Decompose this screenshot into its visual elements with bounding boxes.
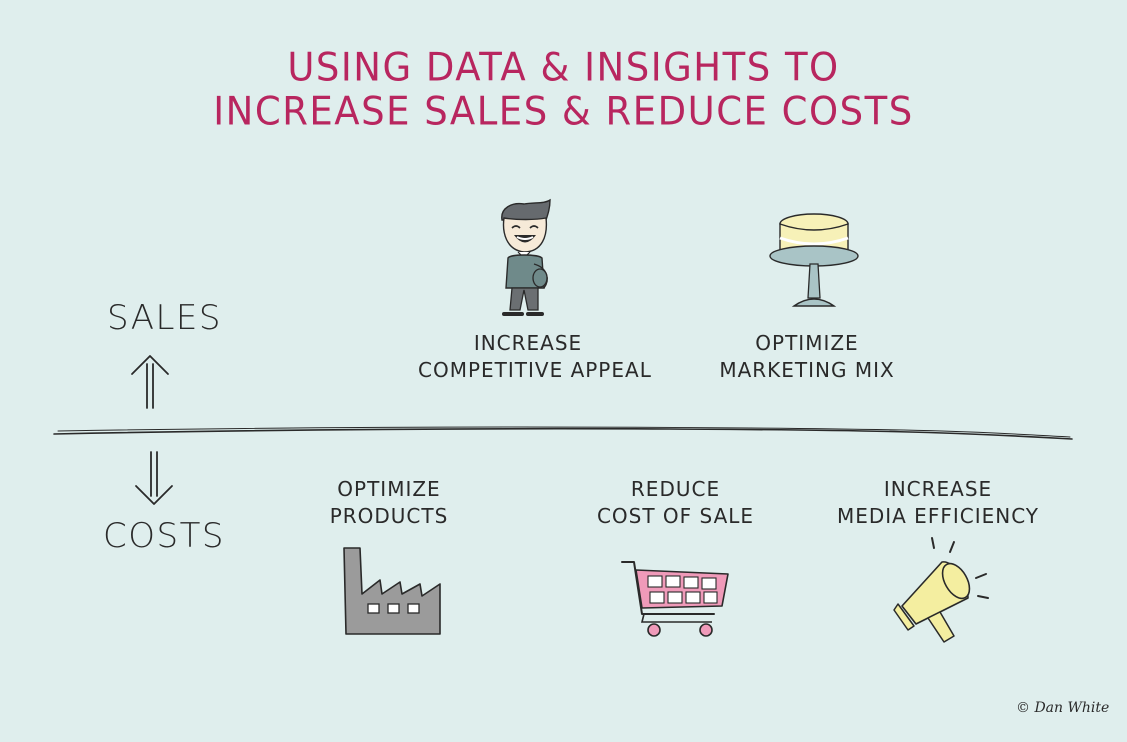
double-arrow-up-icon [128, 352, 172, 410]
cost-item-products-line2: PRODUCTS [329, 504, 449, 528]
cost-item-media-efficiency-line1: INCREASE [883, 477, 993, 501]
double-arrow-down-icon [132, 450, 176, 508]
costs-label: COSTS [103, 516, 225, 556]
sales-item-marketing-mix-line1: OPTIMIZE [755, 331, 859, 355]
title-line-1: USING DATA & INSIGHTS TO [287, 44, 840, 91]
sales-item-competitive-appeal-line2: COMPETITIVE APPEAL [418, 358, 652, 382]
cost-item-products: OPTIMIZE PRODUCTS [318, 476, 460, 530]
cost-item-cost-of-sale-line1: REDUCE [630, 477, 721, 501]
cost-item-cost-of-sale-line2: COST OF SALE [596, 504, 755, 528]
cost-item-media-efficiency: INCREASE MEDIA EFFICIENCY [836, 476, 1040, 530]
sales-label: SALES [107, 298, 222, 338]
artist-credit: © Dan White [1016, 700, 1110, 716]
cost-item-products-line1: OPTIMIZE [337, 477, 441, 501]
title-line-2: INCREASE SALES & REDUCE COSTS [213, 88, 914, 135]
shopping-cart-icon [621, 561, 729, 637]
divider-line [53, 426, 1073, 440]
factory-icon [343, 547, 441, 635]
smiling-man-icon [501, 198, 551, 316]
cost-item-cost-of-sale: REDUCE COST OF SALE [588, 476, 763, 530]
cake-stand-icon [769, 213, 859, 307]
sales-item-competitive-appeal-line1: INCREASE [473, 331, 583, 355]
cost-item-media-efficiency-line2: MEDIA EFFICIENCY [836, 504, 1040, 528]
megaphone-icon [893, 537, 989, 643]
sales-item-marketing-mix: OPTIMIZE MARKETING MIX [712, 330, 902, 384]
sales-item-competitive-appeal: INCREASE COMPETITIVE APPEAL [418, 330, 652, 384]
sales-item-marketing-mix-line2: MARKETING MIX [719, 358, 895, 382]
